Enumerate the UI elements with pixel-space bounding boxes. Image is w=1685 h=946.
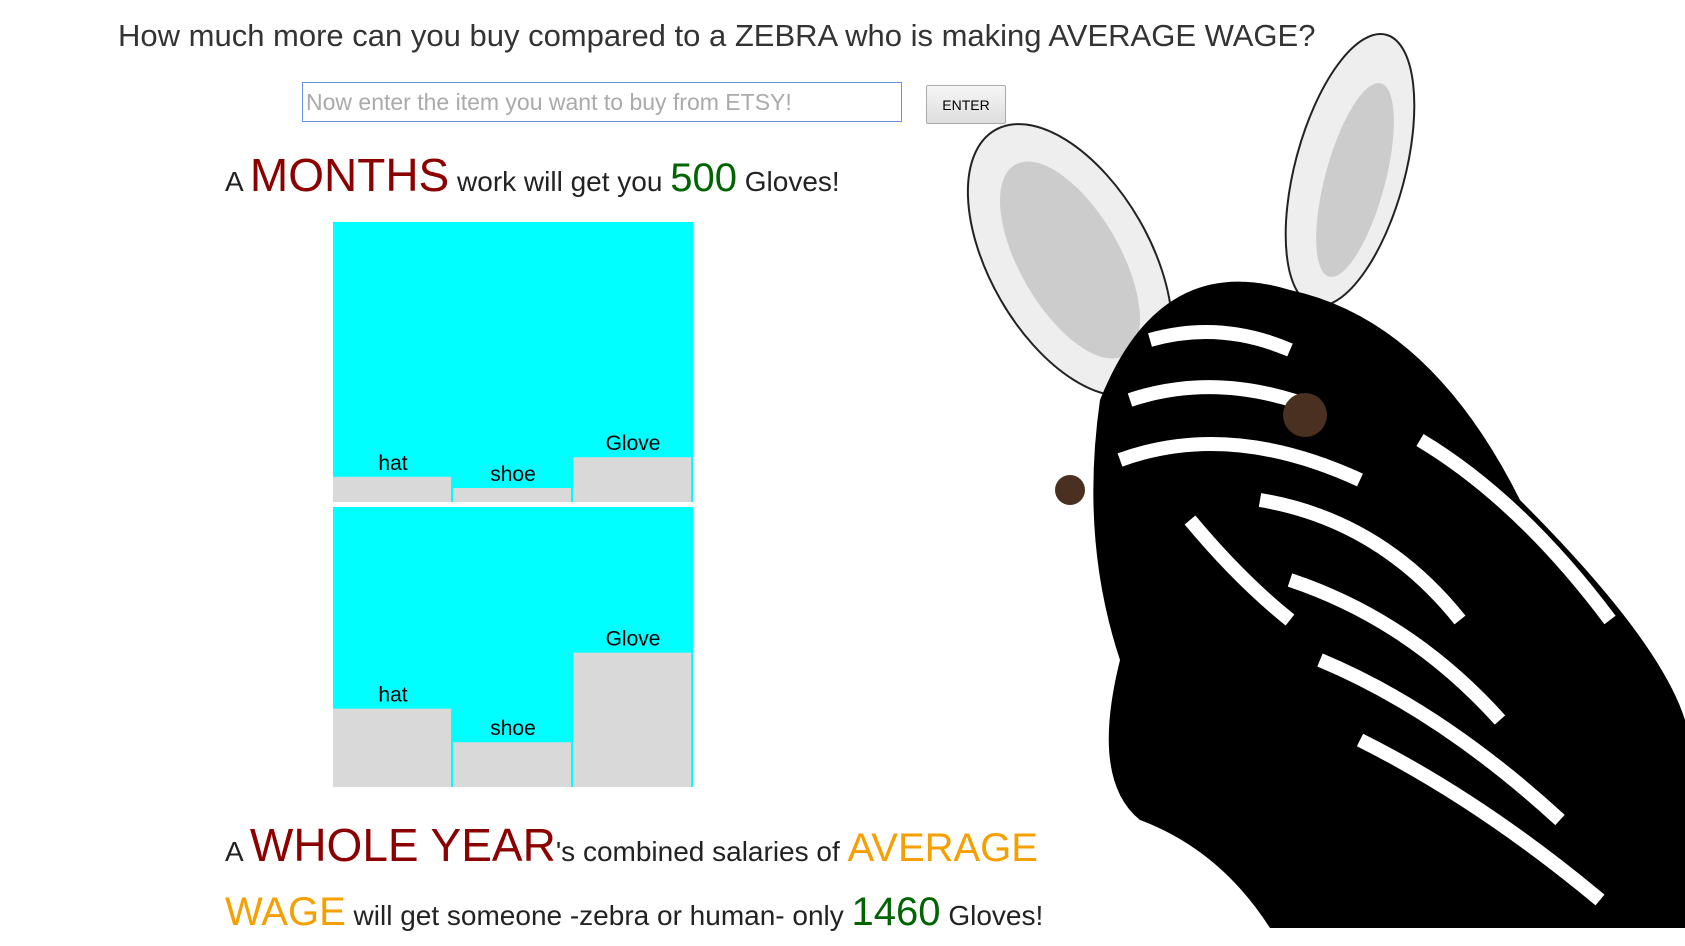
bar <box>453 742 571 787</box>
text: will get someone -zebra or human- only <box>353 900 844 931</box>
zebra-illustration <box>966 33 1685 928</box>
text: Gloves! <box>948 900 1044 931</box>
bar-label: shoe <box>490 717 536 740</box>
text: A <box>225 166 243 197</box>
bar <box>573 457 691 502</box>
period: MONTHS <box>249 149 450 201</box>
bar-label: hat <box>378 452 407 475</box>
bar-label: Glove <box>606 628 661 651</box>
text: A <box>225 836 243 867</box>
text: work will get you <box>457 166 663 197</box>
bar-label: Glove <box>606 432 661 455</box>
count: 1460 <box>851 890 941 934</box>
bar <box>573 652 691 787</box>
bar <box>333 476 451 502</box>
enter-button[interactable]: ENTER <box>926 85 1006 124</box>
text: Gloves! <box>744 166 840 197</box>
bar-chart: hat shoe Glove <box>333 222 693 502</box>
bar <box>333 708 451 787</box>
year-sentence: A WHOLE YEAR's combined salaries of AVER… <box>225 815 1095 946</box>
count: 500 <box>670 156 737 200</box>
item-input[interactable] <box>302 82 902 122</box>
page-title: How much more can you buy compared to a … <box>118 18 1316 53</box>
bar-chart: hat shoe Glove <box>333 507 693 787</box>
result-sentence: A MONTHS work will get you 500 Gloves! <box>225 145 840 212</box>
wage: AVERAGE WAGE <box>225 826 1038 934</box>
text: 's combined salaries of <box>555 836 840 867</box>
bar <box>453 488 571 502</box>
bar-label: hat <box>378 684 407 707</box>
bar-label: shoe <box>490 463 536 486</box>
period: WHOLE YEAR <box>249 819 556 871</box>
